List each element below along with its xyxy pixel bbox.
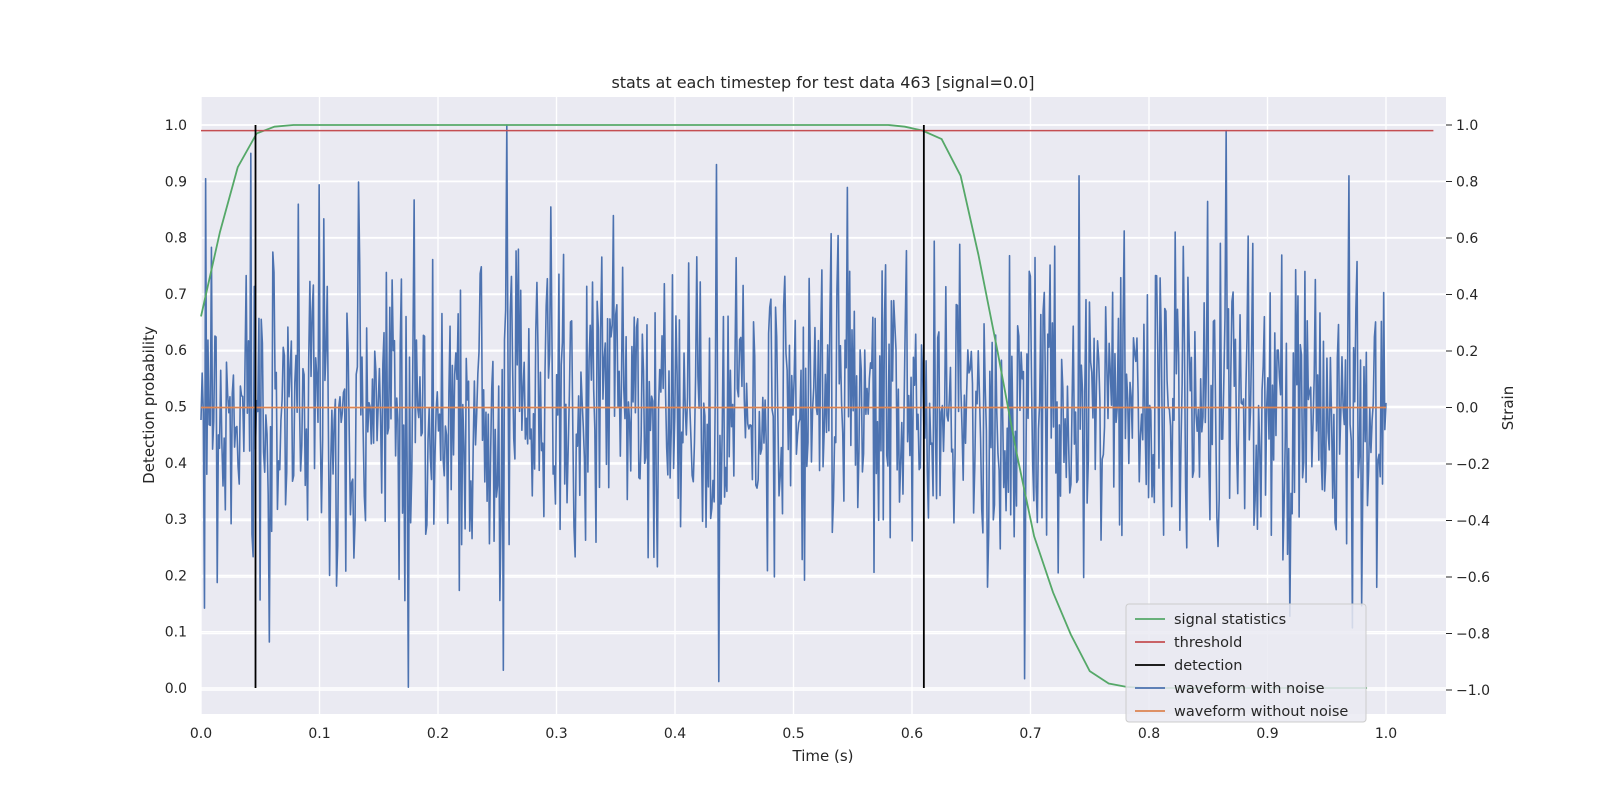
- chart-title: stats at each timestep for test data 463…: [611, 73, 1034, 92]
- y-axis-title: Detection probability: [140, 326, 158, 484]
- legend-frame: [1125, 603, 1367, 723]
- x-tick-label: 0.7: [1019, 726, 1041, 742]
- y-tick-label: 0.0: [165, 681, 187, 697]
- y-right-tick-label: −0.8: [1456, 627, 1490, 643]
- y-right-tick-label: −0.6: [1456, 570, 1490, 586]
- legend-label: waveform without noise: [1174, 704, 1348, 720]
- y-tick-label: 0.7: [165, 287, 187, 303]
- x-axis-title: Time (s): [792, 747, 854, 765]
- y-right-tick-label: 0.6: [1456, 231, 1478, 247]
- legend-label: signal statistics: [1174, 612, 1286, 628]
- y-tick-label: 0.5: [165, 400, 187, 416]
- y-right-tick-label: 0.2: [1456, 344, 1478, 360]
- y-tick-label: 0.6: [165, 343, 187, 359]
- y-tick-label: 0.3: [165, 512, 187, 528]
- y-tick-label: 0.8: [165, 231, 187, 247]
- x-tick-label: 0.8: [1138, 726, 1160, 742]
- x-tick-label: 0.5: [782, 726, 804, 742]
- y-right-tick-label: −1.0: [1456, 683, 1490, 699]
- y-tick-label: 0.9: [165, 174, 187, 190]
- legend-label: detection: [1174, 658, 1242, 674]
- y-right-tick-label: 0.0: [1456, 401, 1478, 417]
- series-waveform-with-noise: [200, 124, 1387, 688]
- legend-label: threshold: [1174, 635, 1242, 651]
- x-tick-label: 0.3: [545, 726, 567, 742]
- y-right-tick-label: −0.2: [1456, 457, 1490, 473]
- x-tick-label: 0.6: [901, 726, 923, 742]
- y-tick-label: 1.0: [165, 118, 187, 134]
- legend-label: waveform with noise: [1174, 681, 1325, 697]
- x-tick-label: 1.0: [1375, 726, 1397, 742]
- y-right-tick-label: 1.0: [1456, 118, 1478, 134]
- x-tick-label: 0.9: [1256, 726, 1278, 742]
- y-tick-label: 0.1: [165, 625, 187, 641]
- y-tick-label: 0.4: [165, 456, 187, 472]
- y-right-tick-label: −0.4: [1456, 514, 1490, 530]
- y-tick-label: 0.2: [165, 568, 187, 584]
- axes-layer: 0.0 0.1 0.2 0.3 0.4 0.5 0.6 0.7 0.8 0.9 1.0 0.0 0.1 0…: [165, 118, 1490, 742]
- x-tick-label: 0.0: [190, 726, 212, 742]
- y-axis-right-title: Strain: [1499, 386, 1517, 430]
- x-tick-label: 0.4: [664, 726, 686, 742]
- y-right-tick-label: 0.8: [1456, 175, 1478, 191]
- x-tick-label: 0.2: [427, 726, 449, 742]
- y-right-tick-label: 0.4: [1456, 288, 1478, 304]
- x-tick-label: 0.1: [308, 726, 330, 742]
- legend: signal statistics threshold detection wavef…: [1125, 603, 1367, 723]
